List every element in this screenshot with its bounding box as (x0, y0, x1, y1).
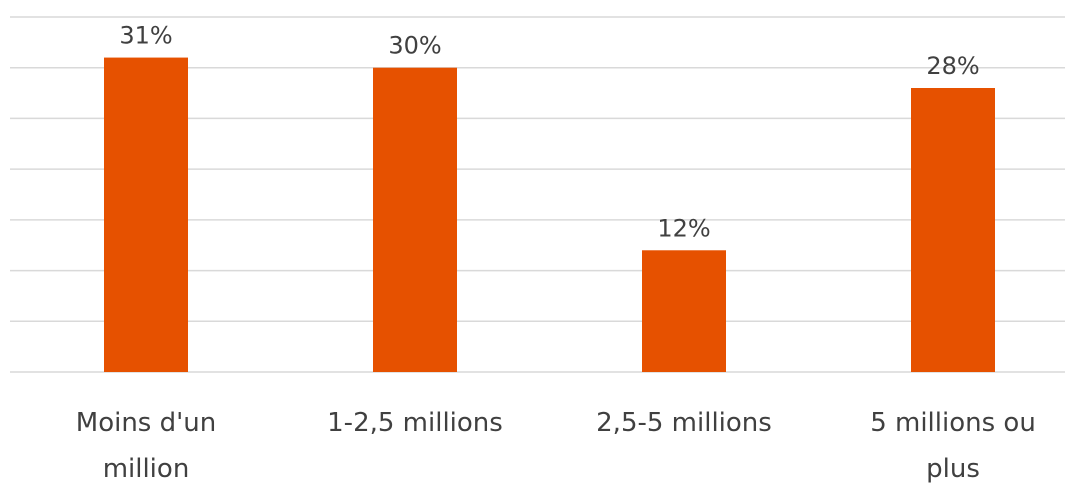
data-label-2: 30% (388, 32, 441, 60)
tick-label-line: 2,5-5 millions (596, 408, 772, 438)
bar-1 (104, 57, 188, 372)
tick-label-line: 1-2,5 millions (327, 408, 503, 438)
tick-label-line: plus (926, 454, 980, 484)
data-label-1: 31% (119, 22, 172, 50)
tick-label-4: 5 millions ou plus (870, 408, 1036, 484)
tick-label-line: Moins d'un (76, 408, 216, 438)
data-label-4: 28% (926, 52, 979, 80)
bars (104, 57, 995, 372)
tick-label-3: 2,5-5 millions (596, 408, 772, 438)
tick-label-line: 5 millions ou (870, 408, 1036, 438)
bar-2 (373, 67, 457, 372)
data-labels: 31% 30% 12% 28% (119, 22, 979, 243)
tick-label-2: 1-2,5 millions (327, 408, 503, 438)
bar-4 (911, 88, 995, 372)
category-tick-labels: Moins d'un million 1-2,5 millions 2,5-5 mil… (76, 408, 1036, 484)
data-label-3: 12% (657, 214, 710, 242)
tick-label-1: Moins d'un million (76, 408, 216, 484)
bar-3 (642, 250, 726, 372)
tick-label-line: million (103, 454, 190, 484)
